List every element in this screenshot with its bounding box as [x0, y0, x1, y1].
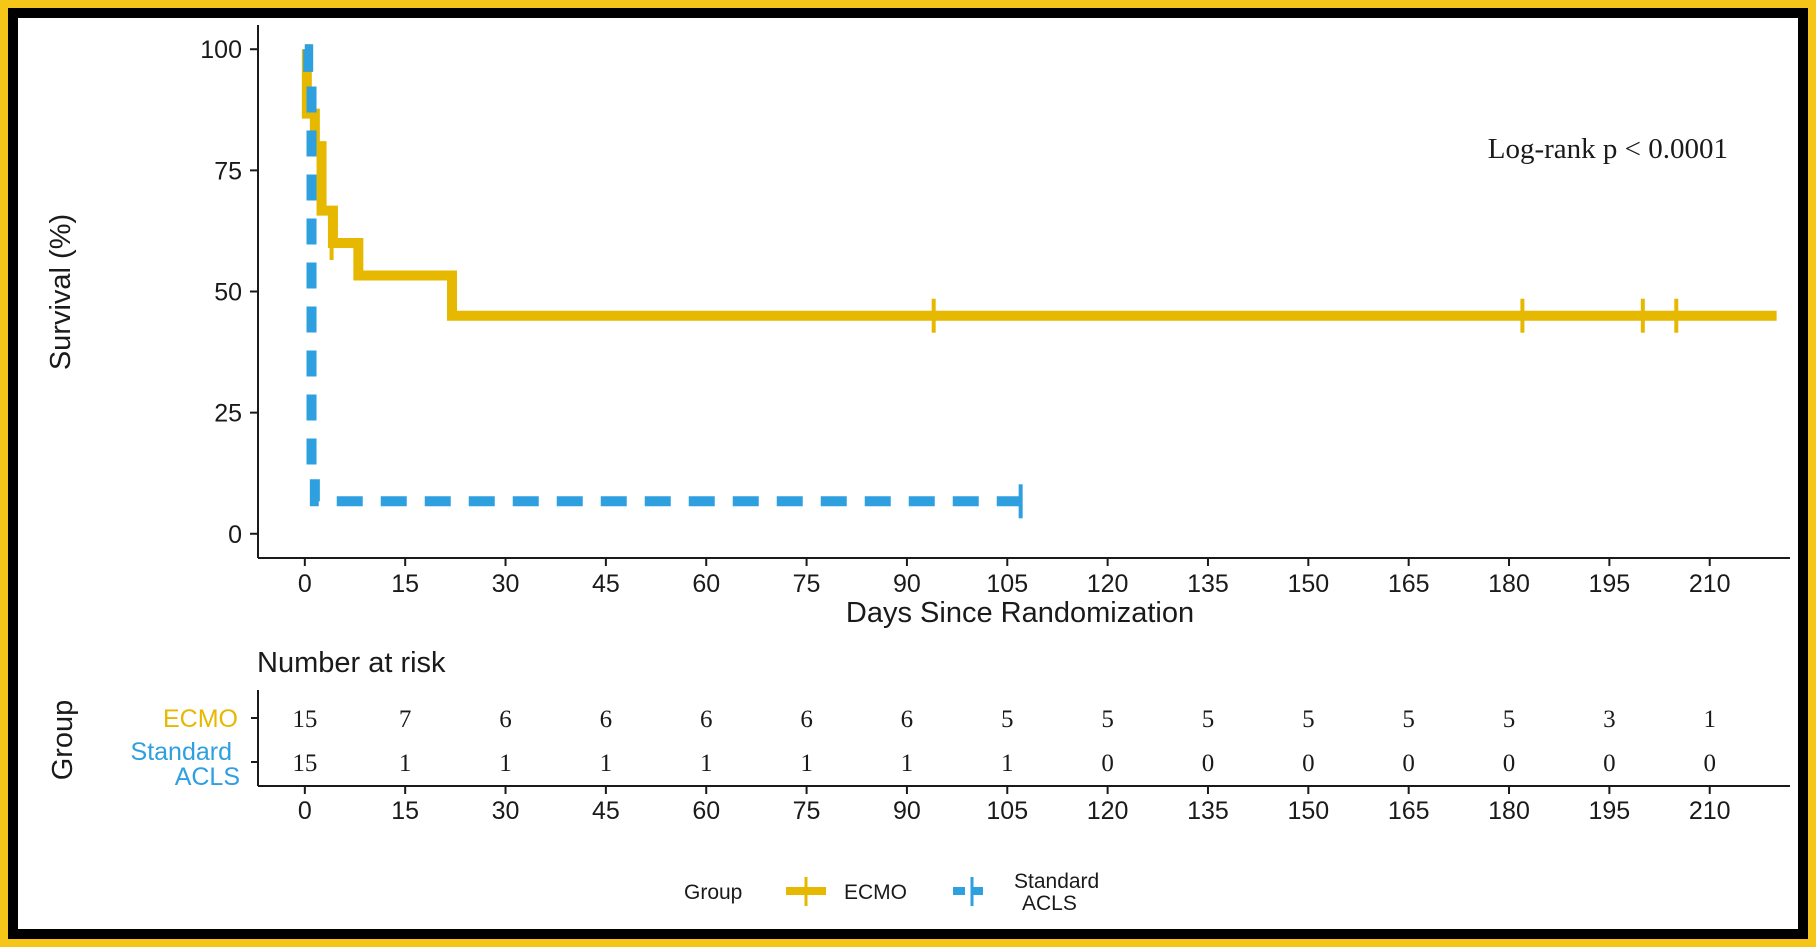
- y-axis-title: Survival (%): [45, 214, 77, 370]
- x-tick-label: 75: [793, 570, 821, 598]
- risk-cell: 0: [1402, 750, 1415, 777]
- x-tick-label: 150: [1287, 570, 1329, 598]
- figure-panel: [8, 8, 1808, 939]
- risk-cell: 5: [1202, 706, 1215, 733]
- risk-row-label-acls-line1: Standard: [131, 738, 232, 766]
- x-tick-label: 30: [492, 570, 520, 598]
- x-tick-label: 135: [1187, 570, 1229, 598]
- risk-cell: 1: [1001, 750, 1014, 777]
- risk-cell: 6: [800, 706, 813, 733]
- risk-x-tick-label: 210: [1689, 797, 1731, 825]
- risk-x-tick-label: 180: [1488, 797, 1530, 825]
- risk-x-tick-label: 75: [793, 797, 821, 825]
- risk-x-tick-label: 15: [391, 797, 419, 825]
- y-tick-label: 75: [214, 157, 242, 185]
- risk-cell: 0: [1703, 750, 1716, 777]
- risk-x-tick-label: 135: [1187, 797, 1229, 825]
- legend: Group ECMO Standard ACLS: [684, 870, 1099, 915]
- x-tick-label: 90: [893, 570, 921, 598]
- risk-cell: 6: [499, 706, 512, 733]
- risk-cell: 5: [1402, 706, 1415, 733]
- risk-table-title: Number at risk: [257, 647, 446, 679]
- risk-cell: 0: [1302, 750, 1315, 777]
- risk-cell: 1: [399, 750, 412, 777]
- risk-x-tick-label: 150: [1287, 797, 1329, 825]
- risk-x-tick-label: 45: [592, 797, 620, 825]
- x-tick-label: 210: [1689, 570, 1731, 598]
- risk-row-label-ecmo: ECMO: [163, 705, 238, 733]
- risk-cell: 1: [901, 750, 914, 777]
- x-tick-label: 195: [1589, 570, 1631, 598]
- x-axis-title: Days Since Randomization: [846, 597, 1194, 629]
- risk-cell: 6: [700, 706, 713, 733]
- risk-cell: 3: [1603, 706, 1616, 733]
- x-tick-label: 120: [1087, 570, 1129, 598]
- risk-x-tick-label: 90: [893, 797, 921, 825]
- risk-x-tick-label: 120: [1087, 797, 1129, 825]
- p-value-annotation: Log-rank p < 0.0001: [1488, 133, 1728, 165]
- risk-cell: 1: [499, 750, 512, 777]
- risk-cell: 6: [901, 706, 914, 733]
- risk-cell: 5: [1302, 706, 1315, 733]
- risk-cell: 0: [1503, 750, 1516, 777]
- risk-x-tick-label: 105: [986, 797, 1028, 825]
- risk-cell: 5: [1503, 706, 1516, 733]
- risk-cell: 15: [292, 706, 317, 733]
- risk-cell: 15: [292, 750, 317, 777]
- y-tick-label: 25: [214, 400, 242, 428]
- risk-x-tick-label: 30: [492, 797, 520, 825]
- series-line-standard-acls: [303, 44, 1021, 507]
- risk-cell: 6: [600, 706, 613, 733]
- risk-cell: 5: [1001, 706, 1014, 733]
- risk-row-label-acls-line2: ACLS: [175, 763, 240, 791]
- risk-table-group-label: Group: [47, 700, 79, 781]
- x-tick-label: 105: [986, 570, 1028, 598]
- risk-x-tick-label: 165: [1388, 797, 1430, 825]
- x-tick-label: 165: [1388, 570, 1430, 598]
- risk-cell: 5: [1101, 706, 1114, 733]
- risk-x-axis-ticks: 0 15 30 45 60 75 90 105 120 135 150 165 180 195 210: [298, 786, 1731, 825]
- y-axis-ticks: 0 25 50 75 100: [200, 36, 258, 549]
- legend-acls-label-line2: ACLS: [1022, 892, 1077, 915]
- y-tick-label: 0: [228, 521, 242, 549]
- risk-x-tick-label: 0: [298, 797, 312, 825]
- legend-acls-label-line1: Standard: [1014, 870, 1099, 893]
- x-axis-ticks: 0 15 30 45 60 75 90 105 120 135 150 165 180 195 210: [298, 558, 1731, 598]
- legend-ecmo-label: ECMO: [844, 881, 907, 904]
- risk-cells: 15 7 6 6 6 6 6 5 5 5 5 5 5 3 1 15 1 1 1 1 1 1 1 0 0 0 0 0 0 0: [251, 706, 1716, 777]
- risk-cell: 0: [1101, 750, 1114, 777]
- risk-x-tick-label: 60: [692, 797, 720, 825]
- y-tick-label: 50: [214, 279, 242, 307]
- risk-cell: 7: [399, 706, 412, 733]
- x-tick-label: 45: [592, 570, 620, 598]
- risk-cell: 1: [600, 750, 613, 777]
- survival-plot: 0 15 30 45 60 75 90 105 120 135 150 165 180 195 210 0 2…: [45, 25, 1790, 629]
- risk-cell: 0: [1603, 750, 1616, 777]
- x-tick-label: 0: [298, 570, 312, 598]
- x-tick-label: 180: [1488, 570, 1530, 598]
- series-layer: [301, 44, 1777, 519]
- risk-cell: 0: [1202, 750, 1215, 777]
- risk-cell: 1: [800, 750, 813, 777]
- x-tick-label: 15: [391, 570, 419, 598]
- risk-x-tick-label: 195: [1589, 797, 1631, 825]
- legend-title: Group: [684, 881, 742, 904]
- x-tick-label: 60: [692, 570, 720, 598]
- series-line-ecmo: [301, 44, 1777, 321]
- risk-table: Number at risk Group ECMO Standard ACLS …: [47, 647, 1790, 825]
- y-tick-label: 100: [200, 36, 242, 64]
- risk-cell: 1: [700, 750, 713, 777]
- risk-cell: 1: [1703, 706, 1716, 733]
